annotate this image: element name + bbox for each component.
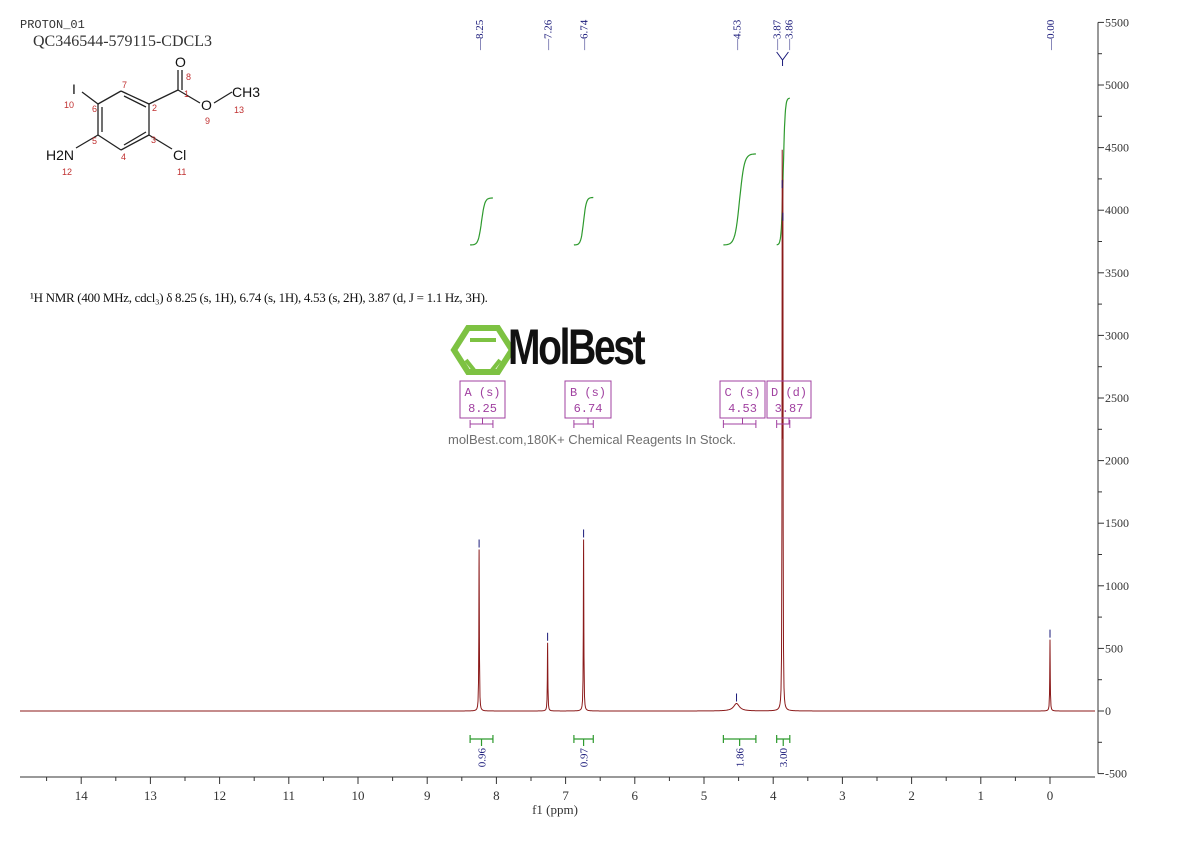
y-tick-label: 1500 — [1105, 516, 1129, 530]
sample-name: QC346544-579115-CDCL3 — [33, 33, 212, 50]
y-tick-label: 2500 — [1105, 391, 1129, 405]
nmr-description: ¹H NMR (400 MHz, cdcl₃) δ 8.25 (s, 1H), … — [30, 290, 488, 305]
integral-curve — [776, 97, 790, 246]
multiplet-range — [469, 418, 494, 428]
peak-label: —6.74 — [579, 19, 591, 51]
structure-atom-labels: O O CH3 I H2N Cl — [46, 54, 260, 163]
atom-number: 9 — [205, 116, 210, 126]
atom-number: 5 — [92, 136, 97, 146]
x-tick-label: 14 — [75, 788, 89, 803]
multiplet-boxes: A (s) 8.25 B (s) 6.74 C (s) 4.53 D (d) 3.87 — [459, 380, 812, 428]
peak-label: —8.25 — [474, 19, 486, 51]
y-tick-label: 5000 — [1105, 78, 1129, 92]
peak-label: —3.86 — [783, 19, 795, 51]
x-tick-label: 8 — [493, 788, 500, 803]
peak-label: —0.00 — [1045, 19, 1057, 51]
x-tick-label: 9 — [424, 788, 431, 803]
atom-number: 3 — [151, 135, 156, 145]
multiplet-shift: 8.25 — [468, 402, 497, 416]
peak-label: —3.87 — [772, 19, 784, 51]
atom-number: 1 — [184, 89, 189, 99]
peak-label-connector — [776, 51, 789, 66]
multiplet-shift: 6.74 — [574, 402, 603, 416]
integral-bar — [722, 735, 757, 746]
integral-value: 0.97 — [579, 748, 591, 768]
atom-number: 13 — [234, 105, 244, 115]
spectrum-line — [20, 149, 1095, 712]
x-tick-label: 4 — [770, 788, 777, 803]
peak-label: —4.53 — [732, 19, 744, 51]
multiplet-shift: 3.87 — [775, 402, 804, 416]
atom-number: 2 — [152, 103, 157, 113]
atom-number: 8 — [186, 72, 191, 82]
x-tick-label: 2 — [908, 788, 915, 803]
x-tick-label: 3 — [839, 788, 846, 803]
axes: 14 13 12 11 10 9 8 7 6 5 4 3 2 1 0-5000500100015002000… — [20, 15, 1129, 803]
atom-number: 6 — [92, 104, 97, 114]
y-tick-label: 0 — [1105, 704, 1111, 718]
multiplet-name: D (d) — [771, 386, 807, 400]
x-tick-label: 10 — [352, 788, 365, 803]
peak-label: —7.26 — [543, 19, 555, 51]
multiplet-name: C (s) — [724, 386, 760, 400]
watermark-brand: MolBest — [508, 319, 646, 375]
x-tick-label: 12 — [213, 788, 226, 803]
y-tick-label: -500 — [1105, 767, 1127, 781]
atom-o-ester: O — [201, 97, 212, 113]
atom-o-carbonyl: O — [175, 54, 186, 70]
integral-bar — [573, 735, 594, 746]
experiment-name: PROTON_01 — [20, 18, 85, 32]
x-axis-label: f1 (ppm) — [532, 802, 578, 817]
atom-number: 7 — [122, 80, 127, 90]
integral-bars: 0.96 0.97 1.86 3.00 — [469, 735, 791, 768]
atom-number: 11 — [177, 167, 186, 177]
integral-bar — [776, 735, 791, 746]
atom-chlorine: Cl — [173, 147, 186, 163]
atom-number: 4 — [121, 152, 126, 162]
x-tick-label: 1 — [978, 788, 985, 803]
atom-ch3: CH3 — [232, 84, 260, 100]
x-tick-label: 11 — [283, 788, 296, 803]
integral-value: 0.96 — [477, 748, 489, 768]
x-tick-label: 0 — [1047, 788, 1054, 803]
integral-curve — [723, 153, 756, 246]
x-tick-label: 6 — [632, 788, 639, 803]
structure-atom-numbers: 1 2 3 4 5 6 7 8 9 10 11 12 13 — [62, 72, 244, 177]
y-tick-label: 2000 — [1105, 454, 1129, 468]
y-tick-label: 5500 — [1105, 15, 1129, 29]
x-tick-label: 7 — [562, 788, 569, 803]
multiplet-name: B (s) — [570, 386, 606, 400]
integral-value: 1.86 — [735, 748, 747, 768]
integral-curve — [573, 196, 594, 246]
integral-bar — [469, 735, 494, 746]
atom-number: 12 — [62, 167, 72, 177]
x-tick-label: 5 — [701, 788, 708, 803]
multiplet-name: A (s) — [464, 386, 500, 400]
y-tick-label: 500 — [1105, 641, 1123, 655]
y-tick-label: 3500 — [1105, 266, 1129, 280]
multiplet-range — [722, 418, 757, 428]
atom-iodine: I — [72, 81, 76, 97]
y-tick-label: 4500 — [1105, 141, 1129, 155]
integral-value: 3.00 — [778, 748, 790, 768]
y-tick-label: 1000 — [1105, 579, 1129, 593]
multiplet-range — [776, 418, 791, 428]
multiplet-shift: 4.53 — [728, 402, 757, 416]
watermark-tagline: molBest.com,180K+ Chemical Reagents In S… — [448, 432, 736, 447]
y-tick-label: 4000 — [1105, 203, 1129, 217]
integral-curve — [470, 197, 493, 246]
multiplet-range — [573, 418, 594, 428]
integral-curves — [470, 97, 790, 246]
spectrum-trace — [20, 149, 1095, 712]
y-tick-label: 3000 — [1105, 328, 1129, 342]
atom-amine: H2N — [46, 147, 74, 163]
peak-labels: —8.25 —7.26 —6.74 —4.53 —3.87 —3.86 —0.00 — [474, 19, 1057, 66]
atom-number: 10 — [64, 100, 74, 110]
molbest-logo-icon — [450, 325, 516, 375]
chemical-structure — [75, 70, 233, 151]
x-tick-label: 13 — [144, 788, 157, 803]
